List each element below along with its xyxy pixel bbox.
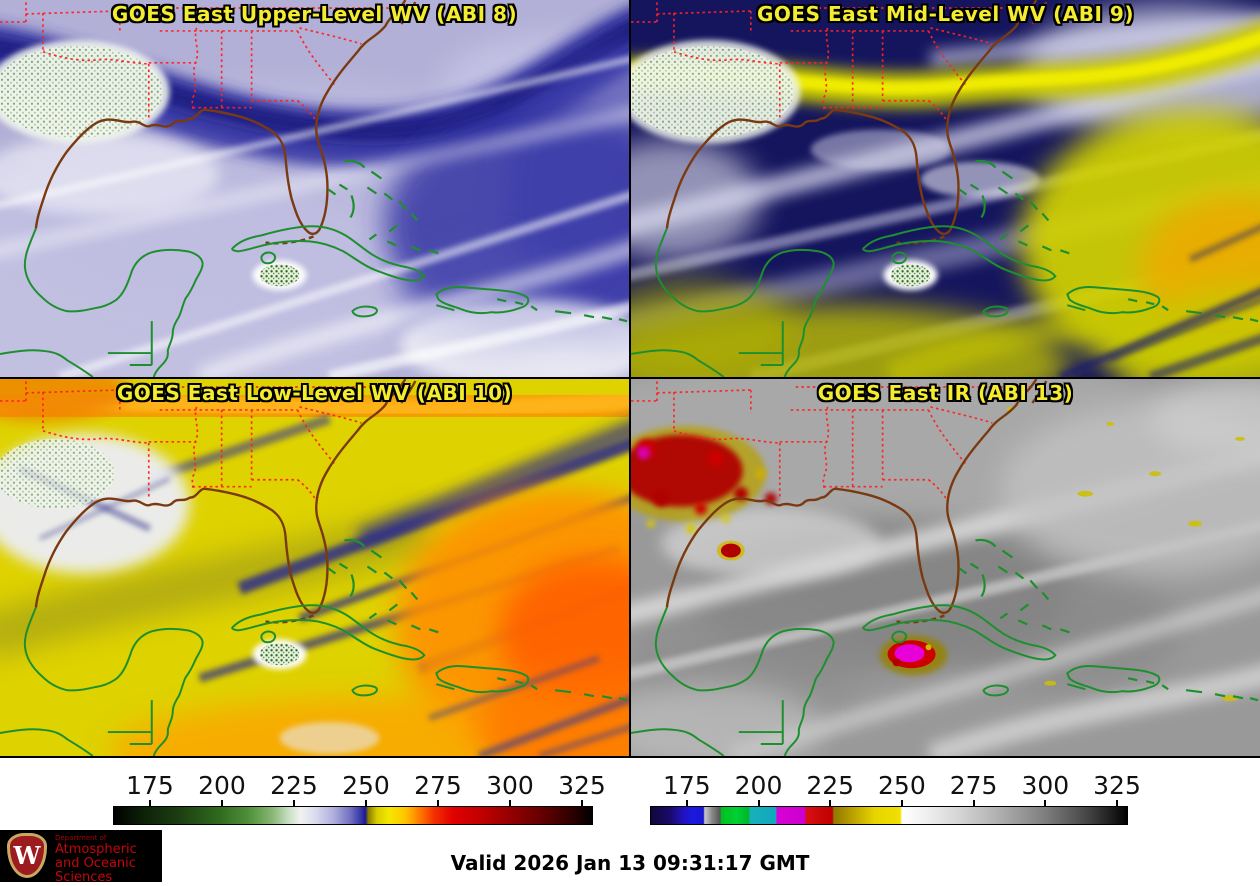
- wv-tick-label-200: 200: [198, 771, 246, 800]
- wv-colorbar-group: 175 200 225 250 275 300 325: [113, 758, 606, 882]
- tick-mark: [580, 800, 583, 806]
- logo-dept-line: Department of: [55, 834, 107, 842]
- ir-tick-label-225: 225: [806, 771, 855, 800]
- ir-tick-label-200: 200: [734, 771, 783, 800]
- tick-mark: [900, 800, 903, 806]
- four-panel-grid: GOES East Upper-Level WV (ABI 8): [0, 0, 1260, 758]
- uw-crest-letter: W: [13, 840, 41, 870]
- ir-colorbar: [650, 806, 1128, 825]
- wv-tick-label-250: 250: [342, 771, 390, 800]
- ir-colorbar-group: 175 200 225 250 275 300 325: [650, 758, 1141, 882]
- uw-crest-icon: W: [7, 833, 47, 878]
- wv-tick-label-325: 325: [558, 771, 606, 800]
- tick-mark: [1044, 800, 1047, 806]
- wv-tick-label-300: 300: [486, 771, 534, 800]
- satellite-image-abi9: [631, 0, 1260, 377]
- tick-mark: [508, 800, 511, 806]
- tick-mark: [1116, 800, 1118, 806]
- ir-tick-label-300: 300: [1021, 771, 1070, 800]
- valid-time-label: Valid 2026 Jan 13 09:31:17 GMT: [450, 851, 810, 875]
- panel-title-abi8: GOES East Upper-Level WV (ABI 8): [111, 2, 518, 26]
- wv-tick-label-225: 225: [270, 771, 318, 800]
- ir-tick-label-275: 275: [949, 771, 998, 800]
- panel-abi8-upper-level-wv: GOES East Upper-Level WV (ABI 8): [0, 0, 629, 377]
- tick-mark: [436, 800, 439, 806]
- wv-colorbar: [113, 806, 593, 825]
- tick-mark: [364, 800, 367, 806]
- tick-mark: [148, 800, 151, 806]
- logo-name-line2: and Oceanic Sciences: [55, 855, 136, 886]
- tick-mark: [972, 800, 975, 806]
- logo-text: Department of Atmospheric and Oceanic Sc…: [55, 834, 162, 886]
- ir-tick-label-175: 175: [662, 771, 711, 800]
- tick-mark: [292, 800, 295, 806]
- panel-title-abi13: GOES East IR (ABI 13): [817, 381, 1074, 405]
- satellite-image-abi8: [0, 0, 629, 377]
- tick-mark: [757, 800, 760, 806]
- satellite-image-abi10: [0, 379, 629, 756]
- ir-tick-label-250: 250: [878, 771, 926, 800]
- satellite-image-abi13: [631, 379, 1260, 756]
- wv-tick-label-175: 175: [126, 771, 174, 800]
- panel-abi10-low-level-wv: GOES East Low-Level WV (ABI 10): [0, 379, 629, 756]
- logo-name-line1: Atmospheric: [55, 841, 137, 857]
- tick-mark: [829, 800, 832, 806]
- tick-mark: [685, 800, 688, 806]
- panel-abi13-ir: GOES East IR (ABI 13): [631, 379, 1260, 756]
- uw-aos-logo: W Department of Atmospheric and Oceanic …: [0, 830, 162, 885]
- footer-area: 175 200 225 250 275 300 325 175 200 225 …: [0, 758, 1260, 885]
- panel-abi9-mid-level-wv: GOES East Mid-Level WV (ABI 9): [631, 0, 1260, 377]
- panel-title-abi10: GOES East Low-Level WV (ABI 10): [116, 381, 513, 405]
- panel-title-abi9: GOES East Mid-Level WV (ABI 9): [757, 2, 1134, 26]
- tick-mark: [220, 800, 223, 806]
- ir-tick-label-325: 325: [1093, 771, 1141, 800]
- wv-tick-label-275: 275: [414, 771, 462, 800]
